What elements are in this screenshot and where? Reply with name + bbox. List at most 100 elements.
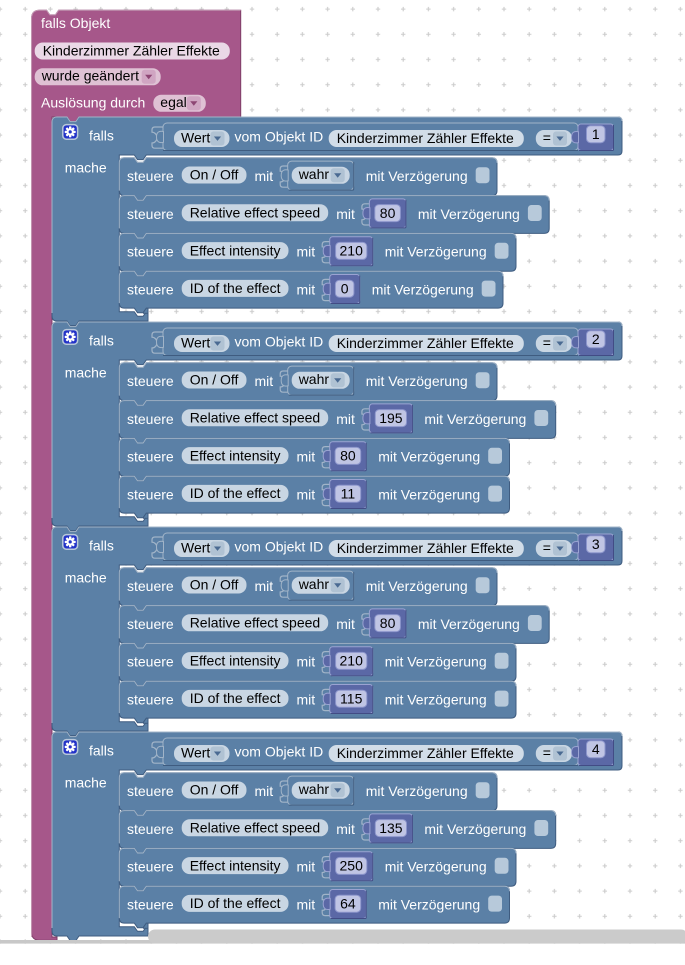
svg-text:steuere: steuere <box>127 821 174 837</box>
svg-text:steuere: steuere <box>127 206 174 222</box>
svg-text:Effect intensity: Effect intensity <box>190 857 281 873</box>
svg-text:ID of the effect: ID of the effect <box>190 690 281 706</box>
svg-text:wahr: wahr <box>298 166 330 182</box>
svg-text:64: 64 <box>340 895 356 911</box>
svg-text:Kinderzimmer Zähler Effekte: Kinderzimmer Zähler Effekte <box>337 745 514 761</box>
svg-text:falls: falls <box>89 743 114 759</box>
svg-text:0: 0 <box>341 280 349 296</box>
svg-text:falls: falls <box>89 128 114 144</box>
svg-text:falls Objekt: falls Objekt <box>41 15 110 31</box>
svg-text:Kinderzimmer Zähler Effekte: Kinderzimmer Zähler Effekte <box>43 43 220 59</box>
svg-text:steuere: steuere <box>127 486 174 502</box>
svg-text:ID of the effect: ID of the effect <box>190 280 281 296</box>
svg-text:On / Off: On / Off <box>190 577 239 593</box>
svg-text:vom Objekt ID: vom Objekt ID <box>235 744 324 760</box>
svg-text:mit Verzögerung: mit Verzögerung <box>385 654 487 670</box>
svg-text:steuere: steuere <box>127 449 174 465</box>
svg-text:On / Off: On / Off <box>190 167 239 183</box>
svg-text:Wert: Wert <box>181 129 210 145</box>
svg-text:Wert: Wert <box>181 539 210 555</box>
svg-text:Kinderzimmer Zähler Effekte: Kinderzimmer Zähler Effekte <box>337 335 514 351</box>
svg-text:mache: mache <box>65 569 107 585</box>
svg-text:80: 80 <box>380 615 396 631</box>
svg-text:wurde geändert: wurde geändert <box>41 68 139 84</box>
svg-text:mit Verzögerung: mit Verzögerung <box>366 783 468 799</box>
svg-text:falls: falls <box>89 333 114 349</box>
svg-text:mit Verzögerung: mit Verzögerung <box>378 896 480 912</box>
svg-text:115: 115 <box>340 690 363 706</box>
svg-text:vom Objekt ID: vom Objekt ID <box>235 539 324 555</box>
svg-text:Effect intensity: Effect intensity <box>190 447 281 463</box>
svg-text:mache: mache <box>65 159 107 175</box>
svg-text:mit Verzögerung: mit Verzögerung <box>418 206 520 222</box>
svg-text:mit: mit <box>336 616 355 632</box>
svg-text:mit: mit <box>297 691 316 707</box>
svg-text:Relative effect speed: Relative effect speed <box>190 820 321 836</box>
svg-text:Effect intensity: Effect intensity <box>190 242 281 258</box>
svg-text:wahr: wahr <box>298 576 330 592</box>
svg-text:mache: mache <box>65 774 107 790</box>
svg-text:steuere: steuere <box>127 616 174 632</box>
svg-text:mit: mit <box>297 281 316 297</box>
svg-text:3: 3 <box>592 536 600 552</box>
svg-text:falls: falls <box>89 538 114 554</box>
svg-text:=: = <box>543 129 551 145</box>
svg-text:mit: mit <box>255 783 274 799</box>
svg-text:=: = <box>543 334 551 350</box>
svg-text:mit: mit <box>336 411 355 427</box>
svg-text:mit: mit <box>297 244 316 260</box>
svg-text:mit Verzögerung: mit Verzögerung <box>366 168 468 184</box>
svg-text:1: 1 <box>592 126 600 142</box>
svg-text:Relative effect speed: Relative effect speed <box>190 410 321 426</box>
svg-text:4: 4 <box>592 741 600 757</box>
svg-text:steuere: steuere <box>127 373 174 389</box>
svg-text:mit: mit <box>297 654 316 670</box>
svg-text:steuere: steuere <box>127 654 174 670</box>
svg-text:Effect intensity: Effect intensity <box>190 652 281 668</box>
svg-text:mit Verzögerung: mit Verzögerung <box>385 244 487 260</box>
svg-text:210: 210 <box>340 653 364 669</box>
svg-text:mit Verzögerung: mit Verzögerung <box>372 281 474 297</box>
svg-text:210: 210 <box>340 243 364 259</box>
svg-text:mit Verzögerung: mit Verzögerung <box>424 411 526 427</box>
svg-text:mit: mit <box>336 206 355 222</box>
svg-text:mit Verzögerung: mit Verzögerung <box>378 449 480 465</box>
svg-text:=: = <box>543 744 551 760</box>
svg-text:On / Off: On / Off <box>190 372 239 388</box>
svg-text:mit Verzögerung: mit Verzögerung <box>385 691 487 707</box>
svg-text:steuere: steuere <box>127 281 174 297</box>
svg-text:mit Verzögerung: mit Verzögerung <box>424 821 526 837</box>
svg-text:steuere: steuere <box>127 691 174 707</box>
svg-text:steuere: steuere <box>127 244 174 260</box>
svg-text:steuere: steuere <box>127 168 174 184</box>
svg-text:steuere: steuere <box>127 411 174 427</box>
svg-text:Wert: Wert <box>181 334 210 350</box>
svg-text:vom Objekt ID: vom Objekt ID <box>235 129 324 145</box>
svg-text:ID of the effect: ID of the effect <box>190 895 281 911</box>
svg-text:wahr: wahr <box>298 781 330 797</box>
svg-text:mache: mache <box>65 364 107 380</box>
svg-text:mit: mit <box>297 859 316 875</box>
svg-text:mit: mit <box>297 449 316 465</box>
svg-text:steuere: steuere <box>127 783 174 799</box>
svg-text:vom Objekt ID: vom Objekt ID <box>235 334 324 350</box>
svg-text:mit Verzögerung: mit Verzögerung <box>378 486 480 502</box>
svg-text:80: 80 <box>340 448 356 464</box>
svg-text:steuere: steuere <box>127 578 174 594</box>
svg-text:mit: mit <box>255 373 274 389</box>
svg-text:Relative effect speed: Relative effect speed <box>190 205 321 221</box>
svg-text:11: 11 <box>341 485 356 501</box>
svg-text:egal: egal <box>160 94 186 110</box>
svg-text:80: 80 <box>380 205 396 221</box>
svg-text:steuere: steuere <box>127 859 174 875</box>
svg-text:Wert: Wert <box>181 744 210 760</box>
svg-text:=: = <box>543 539 551 555</box>
svg-text:mit: mit <box>255 168 274 184</box>
svg-text:mit Verzögerung: mit Verzögerung <box>385 859 487 875</box>
svg-text:mit Verzögerung: mit Verzögerung <box>418 616 520 632</box>
svg-text:mit Verzögerung: mit Verzögerung <box>366 373 468 389</box>
svg-text:2: 2 <box>592 331 600 347</box>
svg-text:Auslösung durch: Auslösung durch <box>41 94 145 110</box>
svg-text:Kinderzimmer Zähler Effekte: Kinderzimmer Zähler Effekte <box>337 540 514 556</box>
svg-text:mit Verzögerung: mit Verzögerung <box>366 578 468 594</box>
